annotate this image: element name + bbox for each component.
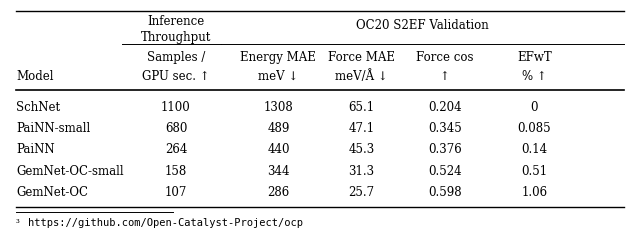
Text: 0: 0	[531, 101, 538, 114]
Text: meV/Å ↓: meV/Å ↓	[335, 70, 388, 83]
Text: SchNet: SchNet	[16, 101, 60, 114]
Text: 0.14: 0.14	[522, 143, 547, 156]
Text: OC20 S2EF Validation: OC20 S2EF Validation	[356, 19, 489, 33]
Text: 0.085: 0.085	[518, 122, 551, 135]
Text: PaiNN: PaiNN	[16, 143, 54, 156]
Text: 47.1: 47.1	[349, 122, 374, 135]
Text: Force cos: Force cos	[416, 51, 474, 64]
Text: 1100: 1100	[161, 101, 191, 114]
Text: 0.345: 0.345	[428, 122, 461, 135]
Text: 344: 344	[267, 164, 290, 178]
Text: 264: 264	[165, 143, 187, 156]
Text: Inference
Throughput: Inference Throughput	[141, 15, 211, 44]
Text: EFwT: EFwT	[517, 51, 552, 64]
Text: 680: 680	[165, 122, 187, 135]
Text: Energy MAE: Energy MAE	[241, 51, 316, 64]
Text: GPU sec. ↑: GPU sec. ↑	[142, 70, 210, 83]
Text: 0.524: 0.524	[428, 164, 461, 178]
Text: 1308: 1308	[264, 101, 293, 114]
Text: 440: 440	[267, 143, 290, 156]
Text: https://github.com/Open-Catalyst-Project/ocp: https://github.com/Open-Catalyst-Project…	[28, 218, 303, 228]
Text: 65.1: 65.1	[349, 101, 374, 114]
Text: 489: 489	[268, 122, 289, 135]
Text: GemNet-OC-small: GemNet-OC-small	[16, 164, 124, 178]
Text: 45.3: 45.3	[348, 143, 375, 156]
Text: PaiNN-small: PaiNN-small	[16, 122, 90, 135]
Text: Model: Model	[16, 70, 54, 83]
Text: ↑: ↑	[440, 70, 450, 83]
Text: 0.598: 0.598	[428, 186, 461, 199]
Text: ³: ³	[16, 219, 20, 228]
Text: 25.7: 25.7	[349, 186, 374, 199]
Text: Samples /: Samples /	[147, 51, 205, 64]
Text: Force MAE: Force MAE	[328, 51, 395, 64]
Text: 31.3: 31.3	[349, 164, 374, 178]
Text: 158: 158	[165, 164, 187, 178]
Text: 1.06: 1.06	[522, 186, 547, 199]
Text: GemNet-OC: GemNet-OC	[16, 186, 88, 199]
Text: 0.204: 0.204	[428, 101, 461, 114]
Text: 286: 286	[268, 186, 289, 199]
Text: 0.51: 0.51	[522, 164, 547, 178]
Text: meV ↓: meV ↓	[259, 70, 298, 83]
Text: 107: 107	[165, 186, 187, 199]
Text: 0.376: 0.376	[428, 143, 461, 156]
Text: % ↑: % ↑	[522, 70, 547, 83]
